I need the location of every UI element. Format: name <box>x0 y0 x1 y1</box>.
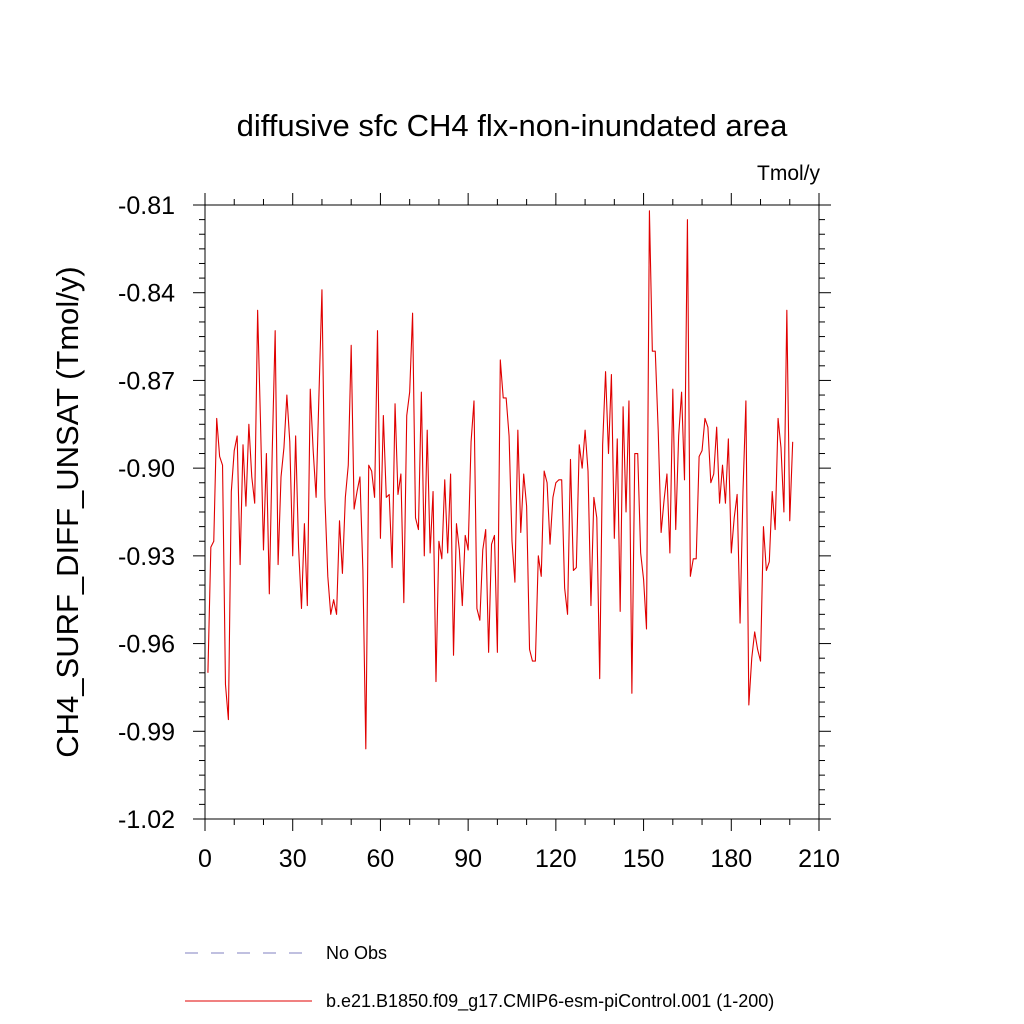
axis-tick-labels: 0 30 60 90 120 150 180 210 -0.81 -0.84 -0.87 -0.90 -… <box>118 192 840 873</box>
units-label: Tmol/y <box>757 162 821 185</box>
y-tick-label: -0.99 <box>118 718 175 746</box>
y-tick-label: -0.81 <box>118 192 175 220</box>
x-tick-label: 120 <box>535 845 577 873</box>
y-axis-title: CH4_SURF_DIFF_UNSAT (Tmol/y) <box>50 266 85 757</box>
x-tick-label: 60 <box>367 845 395 873</box>
y-tick-label: -0.84 <box>118 280 175 308</box>
plot-frame <box>204 204 820 820</box>
x-tick-label: 150 <box>623 845 665 873</box>
legend: No Obs b.e21.B1850.f09_g17.CMIP6-esm-piC… <box>185 943 774 1012</box>
legend-label-model-run: b.e21.B1850.f09_g17.CMIP6-esm-piControl.… <box>326 991 774 1012</box>
axis-ticks <box>193 193 831 831</box>
x-tick-label: 90 <box>454 845 482 873</box>
series-layer <box>207 210 794 750</box>
y-tick-label: -0.93 <box>118 543 175 571</box>
chart-title: diffusive sfc CH4 flx-non-inundated area <box>237 108 789 143</box>
legend-label-no-obs: No Obs <box>326 943 387 963</box>
x-tick-label: 30 <box>279 845 307 873</box>
y-tick-label: -0.87 <box>118 367 175 395</box>
y-tick-label: -0.96 <box>118 631 175 659</box>
x-tick-label: 0 <box>198 845 212 873</box>
series-line-0 <box>207 210 794 750</box>
y-tick-label: -0.90 <box>118 455 175 483</box>
x-tick-label: 210 <box>798 845 840 873</box>
x-tick-label: 180 <box>710 845 752 873</box>
y-tick-label: -1.02 <box>118 806 175 834</box>
